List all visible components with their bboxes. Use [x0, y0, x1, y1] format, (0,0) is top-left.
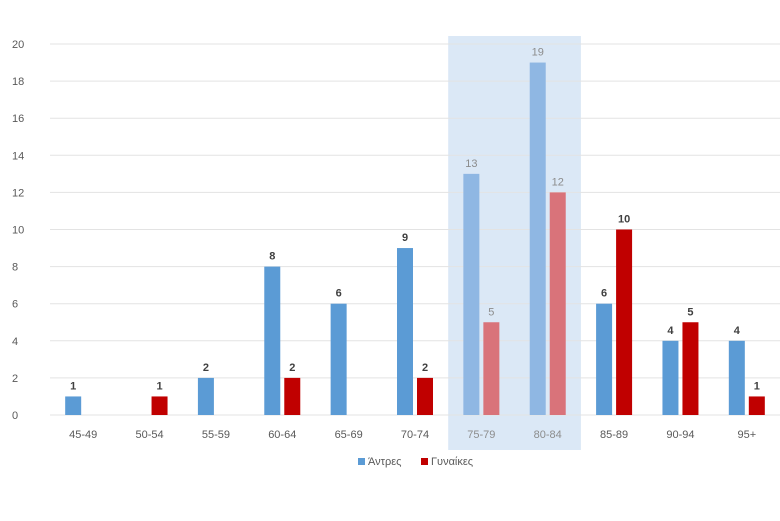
data-label: 4 — [667, 325, 674, 337]
gridlines — [50, 43, 780, 416]
x-tick-label: 65-69 — [335, 429, 363, 441]
bar-men — [529, 62, 546, 416]
bar-men — [264, 266, 281, 415]
data-label: 2 — [289, 362, 295, 374]
x-tick-label: 95+ — [737, 429, 756, 441]
legend-label-men: Άντρες — [368, 456, 401, 468]
y-tick-label: 6 — [12, 299, 18, 311]
legend-swatch-women — [421, 458, 428, 465]
data-label: 19 — [532, 47, 544, 59]
bar-men — [662, 340, 679, 415]
data-label: 6 — [336, 288, 342, 300]
data-label: 4 — [734, 325, 741, 337]
data-label: 10 — [618, 214, 630, 226]
bar-men — [397, 248, 413, 415]
x-tick-label: 60-64 — [268, 429, 296, 441]
data-label: 2 — [203, 362, 209, 374]
y-axis-ticks: 0 2 4 6 8 10 12 14 16 18 20 — [12, 39, 24, 422]
legend-swatch-men — [358, 458, 365, 465]
y-tick-label: 4 — [12, 336, 18, 348]
y-tick-label: 14 — [12, 150, 24, 162]
y-tick-label: 10 — [12, 225, 24, 237]
bar-men — [463, 173, 480, 415]
x-tick-label: 80-84 — [534, 429, 562, 441]
y-tick-label: 16 — [12, 113, 24, 125]
bar-men — [197, 377, 214, 415]
bar-men — [596, 303, 613, 415]
x-tick-label: 90-94 — [666, 429, 694, 441]
data-label: 1 — [754, 380, 760, 392]
bar-men — [728, 340, 745, 415]
x-tick-label: 85-89 — [600, 429, 628, 441]
data-label: 1 — [70, 380, 76, 392]
data-label: 12 — [552, 176, 564, 188]
bar-women — [616, 229, 633, 415]
bar-women — [284, 377, 301, 415]
data-label: 5 — [687, 306, 693, 318]
y-tick-label: 12 — [12, 187, 24, 199]
legend-label-women: Γυναίκες — [431, 456, 473, 468]
data-label: 13 — [465, 158, 477, 170]
y-tick-label: 20 — [12, 39, 24, 51]
bar-women — [682, 322, 699, 415]
data-label: 8 — [269, 251, 275, 263]
bar-men — [65, 396, 82, 415]
x-tick-label: 45-49 — [69, 429, 97, 441]
bars — [65, 62, 765, 416]
data-label: 2 — [422, 362, 428, 374]
bar-women — [748, 396, 765, 415]
bar-women — [483, 322, 500, 415]
bar-women — [417, 377, 433, 415]
bar-men — [330, 303, 347, 415]
y-tick-label: 2 — [12, 373, 18, 385]
bar-women — [549, 192, 566, 415]
x-axis-ticks: 45-49 50-54 55-59 60-64 65-69 70-74 75-79 80-84… — [69, 429, 756, 441]
y-tick-label: 0 — [12, 410, 18, 422]
x-tick-label: 50-54 — [135, 429, 163, 441]
legend: Άντρες Γυναίκες — [358, 456, 473, 468]
x-tick-label: 75-79 — [467, 429, 495, 441]
data-label: 5 — [488, 306, 494, 318]
data-label: 9 — [402, 232, 408, 244]
x-tick-label: 55-59 — [202, 429, 230, 441]
y-tick-label: 8 — [12, 262, 18, 274]
data-label: 1 — [156, 380, 162, 392]
bar-women — [151, 396, 168, 415]
data-label: 6 — [601, 288, 607, 300]
x-tick-label: 70-74 — [401, 429, 429, 441]
y-tick-label: 18 — [12, 76, 24, 88]
